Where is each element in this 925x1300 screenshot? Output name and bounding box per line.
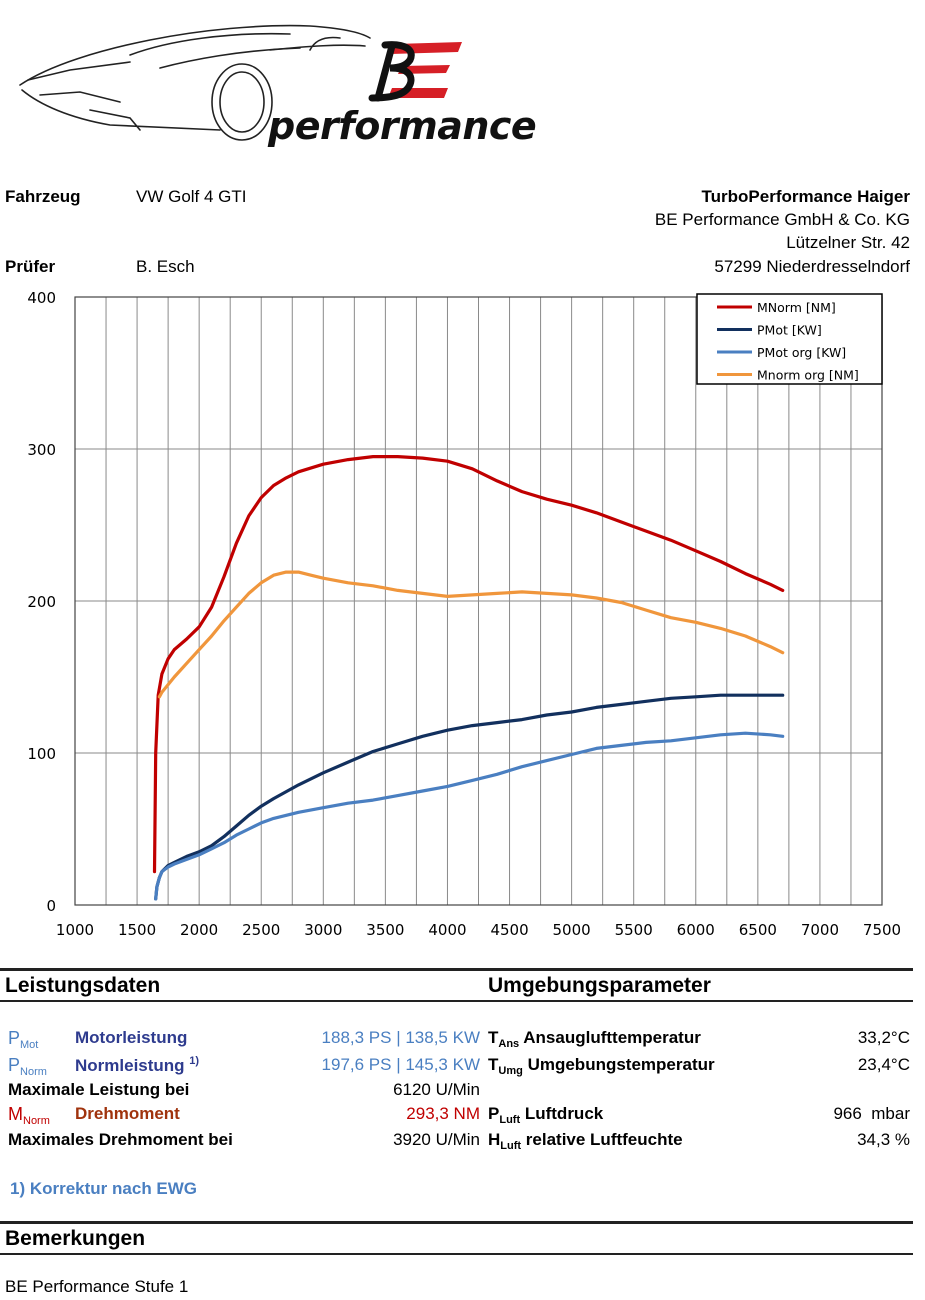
mnorm-value: 293,3 NM: [406, 1104, 480, 1123]
pnorm-symbol: PNorm: [8, 1055, 47, 1078]
x-tick-label: 4000: [428, 921, 466, 939]
x-tick-label: 1000: [56, 921, 94, 939]
legend-box: [696, 293, 883, 385]
x-tick-label: 4500: [490, 921, 528, 939]
pruefer-label: Prüfer: [5, 257, 56, 276]
maxm-value: 3920 U/Min: [393, 1130, 480, 1149]
series-line-2: [154, 693, 785, 901]
tumg-value: 23,4°C: [857, 1055, 910, 1074]
y-tick-label: 100: [27, 745, 56, 763]
x-tick-label: 1500: [118, 921, 156, 939]
tumg-label: TUmg Umgebungstemperatur: [488, 1055, 715, 1077]
company-name: TurboPerformance Haiger: [701, 187, 910, 206]
pmot-symbol: PMot: [8, 1028, 39, 1051]
company-line-2: BE Performance GmbH & Co. KG: [654, 210, 910, 229]
hluft-label: HLuft relative Luftfeuchte: [488, 1130, 683, 1152]
maxm-label: Maximales Drehmoment bei: [8, 1130, 233, 1149]
x-tick-label: 6500: [739, 921, 777, 939]
tans-label: TAns Ansauglufttemperatur: [488, 1028, 701, 1050]
pluft-value: 966 mbar: [833, 1104, 910, 1123]
pnorm-value: 197,6 PS | 145,3 KW: [321, 1055, 480, 1074]
plot-frame: [74, 296, 883, 906]
series-line-3: [154, 731, 785, 901]
pmot-value: 188,3 PS | 138,5 KW: [321, 1028, 480, 1047]
chart-legend: MNorm [NM] PMot [KW] PMot org [KW] Mnorm or…: [696, 293, 883, 385]
section-header-performance: Leistungsdaten Umgebungsparameter: [0, 968, 913, 1002]
car-silhouette-logo: [19, 24, 462, 141]
mnorm-label: Drehmoment: [75, 1104, 180, 1123]
company-line-3: Lützelner Str. 42: [786, 233, 910, 252]
company-logo: performance: [10, 10, 537, 160]
tans-value: 33,2°C: [857, 1028, 910, 1047]
x-tick-label: 2000: [180, 921, 218, 939]
x-tick-label: 5000: [553, 921, 591, 939]
section-header-remarks: Bemerkungen: [0, 1221, 913, 1255]
x-tick-label: 3500: [366, 921, 404, 939]
x-axis-ticks: 1000 1500 2000 2500 3000 3500 4000 4500 5000 5500…: [56, 921, 901, 939]
series-line-4: [157, 570, 785, 699]
pruefer-value: B. Esch: [136, 257, 195, 276]
legend-label: PMot [KW]: [757, 323, 822, 338]
mnorm-symbol: MNorm: [8, 1104, 50, 1127]
y-tick-label: 0: [46, 897, 56, 915]
dyno-chart: 0 100 200 300 400 1000 1500 2000 2500 3000 3500 40…: [27, 289, 901, 939]
y-tick-label: 400: [27, 289, 56, 307]
legend-label: MNorm [NM]: [757, 300, 836, 315]
remarks-title: Bemerkungen: [5, 1227, 146, 1250]
x-tick-label: 5500: [615, 921, 653, 939]
x-tick-label: 6000: [677, 921, 715, 939]
logo-wordmark: performance: [268, 104, 537, 148]
legend-label: PMot org [KW]: [757, 345, 846, 360]
x-tick-label: 3000: [304, 921, 342, 939]
x-tick-label: 7500: [863, 921, 901, 939]
chart-series-lines: [152, 455, 785, 901]
series-line-1: [152, 455, 785, 874]
footnote: 1) Korrektur nach EWG: [10, 1179, 198, 1198]
y-axis-ticks: 0 100 200 300 400: [27, 289, 56, 915]
pnorm-label: Normleistung 1): [75, 1055, 200, 1075]
environment-title: Umgebungsparameter: [488, 974, 711, 997]
fahrzeug-value: VW Golf 4 GTI: [136, 187, 247, 206]
x-tick-label: 2500: [242, 921, 280, 939]
performance-title: Leistungsdaten: [5, 974, 161, 997]
hluft-value: 34,3 %: [857, 1130, 910, 1149]
y-tick-label: 300: [27, 441, 56, 459]
x-tick-label: 7000: [801, 921, 839, 939]
maxp-value: 6120 U/Min: [393, 1080, 480, 1099]
chart-grid: [74, 296, 883, 906]
company-line-4: 57299 Niederdresselndorf: [714, 257, 910, 276]
remarks-text: BE Performance Stufe 1: [5, 1277, 189, 1296]
maxp-label: Maximale Leistung bei: [8, 1080, 190, 1099]
legend-label: Mnorm org [NM]: [757, 368, 859, 383]
pmot-label: Motorleistung: [75, 1028, 188, 1047]
fahrzeug-label: Fahrzeug: [5, 187, 81, 206]
pluft-label: PLuft Luftdruck: [488, 1104, 604, 1126]
y-tick-label: 200: [27, 593, 56, 611]
